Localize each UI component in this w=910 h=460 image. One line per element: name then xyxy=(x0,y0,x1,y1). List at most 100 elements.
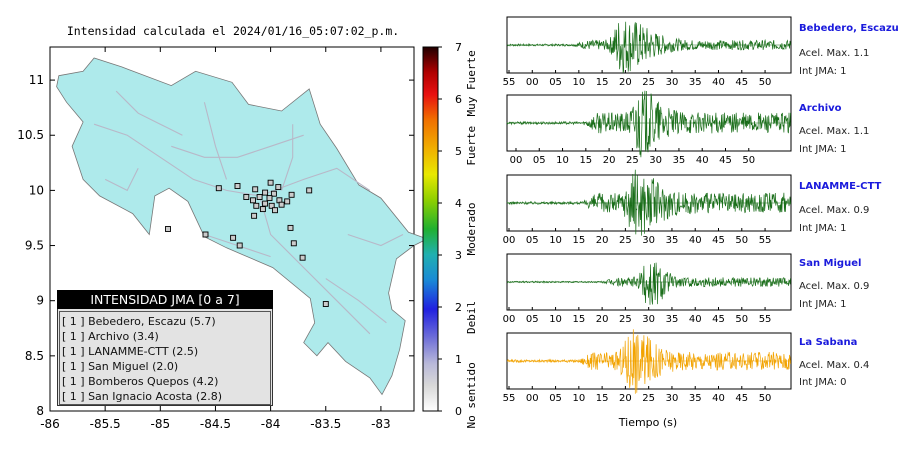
waveform-tick-label: 40 xyxy=(689,235,702,246)
waveform-tick-label: 05 xyxy=(526,314,539,325)
waveform-tick-label: 15 xyxy=(596,77,609,88)
waveform-trace xyxy=(506,90,791,158)
panel-acel-label: Acel. Max. 1.1 xyxy=(799,48,870,59)
legend-item: [ 1 ] San Ignacio Acosta (2.8) xyxy=(62,390,222,403)
waveform-tick-label: 50 xyxy=(735,235,748,246)
station-marker xyxy=(290,240,297,247)
waveform-tick-label: 25 xyxy=(642,393,655,404)
waveform-tick-label: 45 xyxy=(719,155,732,166)
y-tick-label: 10.5 xyxy=(17,128,44,142)
waveform-tick-label: 55 xyxy=(503,77,516,88)
station-marker xyxy=(250,197,256,204)
waveform-tick-label: 20 xyxy=(596,235,609,246)
road-line xyxy=(259,195,371,335)
waveform-tick-label: 50 xyxy=(735,314,748,325)
station-marker xyxy=(256,194,263,200)
colorbar-category-label: Debil xyxy=(465,301,478,334)
waveform-tick-label: 15 xyxy=(572,314,585,325)
waveform-tick-label: 00 xyxy=(503,235,516,246)
waveform-tick-label: 30 xyxy=(642,314,655,325)
panel-jma-label: Int JMA: 0 xyxy=(799,377,847,388)
waveform-panel: 55 00 05 10 15 20 25 30 35 40 45 50 xyxy=(503,329,792,404)
panel-jma-label: Int JMA: 1 xyxy=(799,223,847,234)
waveform-tick-label: 10 xyxy=(572,77,585,88)
station-marker xyxy=(252,186,259,193)
waveform-tick-label: 05 xyxy=(533,155,546,166)
road-line xyxy=(171,134,304,158)
panel-jma-label: Int JMA: 1 xyxy=(799,66,847,77)
panel-station-label: LANAMME-CTT xyxy=(799,181,882,192)
panel-acel-label: Acel. Max. 0.9 xyxy=(799,205,870,216)
waveform-tick-label: 20 xyxy=(603,155,616,166)
waveform-tick-label: 25 xyxy=(619,235,632,246)
panel-station-label: Bebedero, Escazu xyxy=(799,23,899,34)
x-tick-label: -86 xyxy=(40,417,60,431)
waveform-tick-label: 35 xyxy=(689,393,702,404)
waveform-trace xyxy=(506,21,791,73)
station-marker xyxy=(284,198,291,205)
road-line xyxy=(104,168,139,192)
waveform-tick-label: 45 xyxy=(735,77,748,88)
x-tick-label: -84.5 xyxy=(200,417,231,431)
map-title: Intensidad calculada el 2024/01/16_05:07… xyxy=(67,24,399,38)
waveform-tick-label: 05 xyxy=(526,235,539,246)
colorbar-tick-label: 7 xyxy=(455,41,462,54)
waveform-tick-label: 20 xyxy=(619,77,632,88)
road-line xyxy=(115,90,183,136)
station-marker xyxy=(268,202,275,209)
waveform-tick-label: 55 xyxy=(759,314,772,325)
station-marker xyxy=(230,234,237,241)
station-marker xyxy=(299,254,306,261)
station-marker xyxy=(322,301,329,307)
panel-station-label: San Miguel xyxy=(799,258,862,269)
waveform-tick-label: 30 xyxy=(666,77,679,88)
colorbar xyxy=(422,46,439,412)
station-marker xyxy=(234,183,241,189)
station-marker xyxy=(288,191,295,198)
waveform-tick-label: 00 xyxy=(503,314,516,325)
legend-box xyxy=(57,290,273,406)
waveform-tick-label: 15 xyxy=(596,393,609,404)
waveform-tick-label: 35 xyxy=(689,77,702,88)
waveform-trace xyxy=(506,329,791,394)
colorbar-category-label: Fuerte xyxy=(465,126,478,166)
waveform-tick-label: 15 xyxy=(579,155,592,166)
legend-title: INTENSIDAD JMA [0 a 7] xyxy=(57,290,273,309)
waveform-tick-label: 30 xyxy=(666,393,679,404)
legend-item: [ 1 ] Bebedero, Escazu (5.7) xyxy=(62,315,216,328)
colorbar-ticks: 0 1 2 3 4 5 6 7 xyxy=(438,41,462,418)
legend-item: [ 1 ] Bomberos Quepos (4.2) xyxy=(62,375,219,388)
x-tick-label: -84 xyxy=(261,417,281,431)
station-marker xyxy=(287,224,294,231)
legend-item: [ 1 ] San Miguel (2.0) xyxy=(62,360,179,373)
road-line xyxy=(325,278,387,324)
station-marker xyxy=(270,190,277,197)
x-tick-label: -83.5 xyxy=(310,417,341,431)
waveform-tick-label: 25 xyxy=(642,77,655,88)
station-marker xyxy=(266,195,273,202)
panel-acel-label: Acel. Max. 0.4 xyxy=(799,360,870,371)
panel-acel-label: Acel. Max. 0.9 xyxy=(799,281,870,292)
waveform-tick-label: 25 xyxy=(619,314,632,325)
station-marker xyxy=(253,202,260,209)
station-marker xyxy=(278,201,285,208)
waveform-tick-label: 20 xyxy=(596,314,609,325)
colorbar-category-label: Moderado xyxy=(465,203,478,256)
waveform-tick-label: 45 xyxy=(735,393,748,404)
colorbar-tick-label: 6 xyxy=(455,93,462,106)
station-marker xyxy=(259,206,266,213)
waveform-tick-label: 40 xyxy=(712,393,725,404)
waveform-tick-label: 30 xyxy=(649,155,662,166)
station-marker xyxy=(215,185,222,192)
station-marker xyxy=(236,242,243,249)
station-marker xyxy=(202,231,209,238)
road-line xyxy=(347,233,404,247)
waveform-panel: 00 05 10 15 20 25 30 35 40 45 50 55 xyxy=(503,169,792,246)
waveform-tick-label: 45 xyxy=(712,314,725,325)
waveform-trace xyxy=(506,262,791,305)
y-tick-label: 9.5 xyxy=(25,239,44,253)
x-tick-label: -85 xyxy=(150,417,170,431)
station-marker xyxy=(267,179,274,186)
panel-station-label: Archivo xyxy=(799,103,842,114)
legend-item: [ 1 ] LANAMME-CTT (2.5) xyxy=(62,345,199,358)
